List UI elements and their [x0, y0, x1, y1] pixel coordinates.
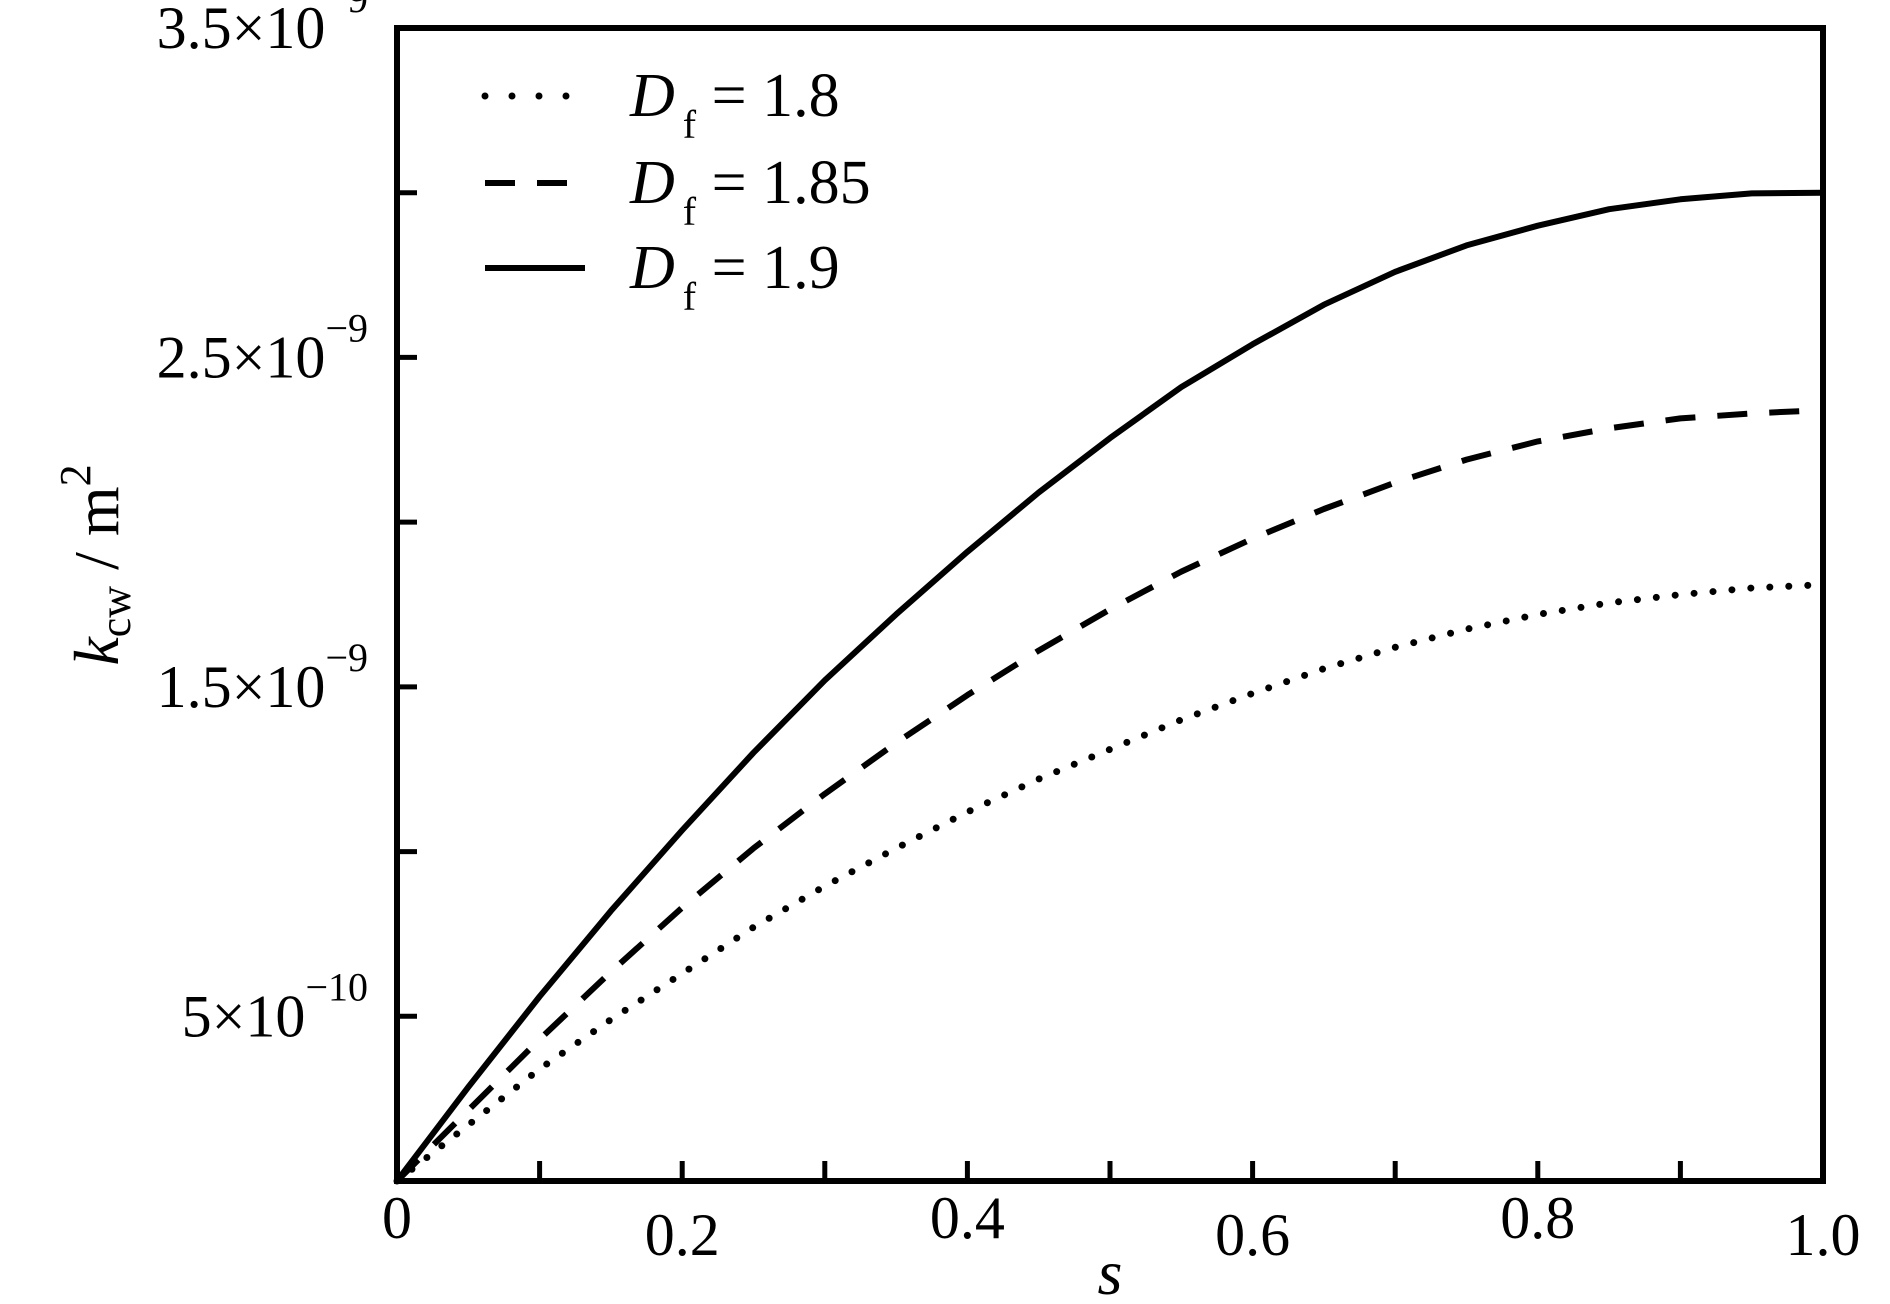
series-line-2	[394, 407, 1824, 1184]
y-tick-label: 1.5×10−9	[157, 635, 368, 720]
y-tick-label: 5×10−10	[182, 964, 368, 1049]
y-axis-title: kcw / m2	[51, 464, 140, 665]
series-layer	[393, 189, 1827, 1185]
series-line-1	[393, 581, 1827, 1185]
y-axis-separator: /	[61, 536, 132, 586]
x-tick-label: 0.6	[1215, 1202, 1290, 1268]
x-tick-label: 0.2	[645, 1202, 720, 1268]
y-axis-symbol: k	[61, 636, 132, 666]
series-line-3	[394, 189, 1824, 1183]
axis-ticks	[397, 190, 1683, 1181]
x-tick-label: 0.4	[930, 1185, 1005, 1251]
y-axis-subscript: cw	[91, 586, 140, 638]
y-tick-label: 2.5×10−9	[157, 305, 368, 390]
y-axis-unit-superscript: 2	[51, 464, 100, 486]
plot-frame	[394, 25, 1826, 1184]
x-tick-label: 0	[382, 1185, 412, 1251]
tick-labels: 0 0.2 0.4 0.6 0.8 1.0 5×10−10 1.5×10−9 2.5×10−9 3…	[157, 0, 1861, 1268]
x-tick-label: 0.8	[1500, 1185, 1575, 1251]
x-tick-label: 1.0	[1786, 1202, 1861, 1268]
y-tick-label: 3.5×10−9	[157, 0, 368, 61]
y-axis-unit: m	[61, 486, 132, 536]
x-axis-title: s	[1098, 1237, 1123, 1299]
